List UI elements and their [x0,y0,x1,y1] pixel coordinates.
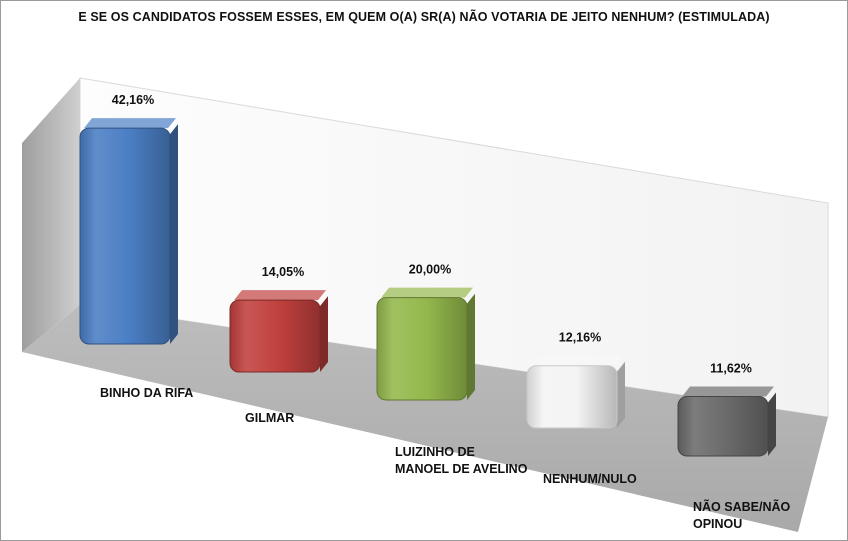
category-label: NENHUM/NULO [543,472,637,486]
labels-layer: 42,16% BINHO DA RIFA 14,05% GILMAR 20,00% LUI… [100,93,791,531]
bar-top-face [531,355,623,366]
bar-side-face [170,124,178,344]
chart-side-wall [22,78,80,352]
chart-title: E SE OS CANDIDATOS FOSSEM ESSES, EM QUEM… [78,10,770,24]
bars-layer [79,118,776,457]
category-label: LUIZINHO DE MANOEL DE AVELINO [395,445,528,476]
value-label: 12,16% [559,331,601,345]
bar-top-face [84,118,176,129]
bar-side-face [617,361,625,428]
bar-top-face [381,287,473,298]
bar-side-face [768,392,776,456]
bar-5 [677,386,776,457]
value-label: 20,00% [409,263,451,277]
bar-side-face [320,296,328,372]
bar-front-face [376,297,468,401]
bar-2 [229,290,328,373]
bar-front-face [677,396,769,457]
bar-top-face [234,290,326,301]
value-label: 14,05% [262,265,304,279]
bar-side-face [467,293,475,400]
category-label: BINHO DA RIFA [100,386,193,400]
chart-floor [22,305,828,532]
value-label: 11,62% [710,362,752,376]
bar-front-face [526,365,618,429]
bar-front-face [79,127,171,345]
bar-4 [526,355,625,429]
category-label: GILMAR [245,411,294,425]
bar-3 [376,287,475,401]
value-label: 42,16% [112,93,154,107]
bar-top-face [682,386,774,397]
bar-1 [79,118,178,345]
bar-front-face [229,299,321,373]
category-label: NÃO SABE/NÃO OPINOU [693,499,791,531]
